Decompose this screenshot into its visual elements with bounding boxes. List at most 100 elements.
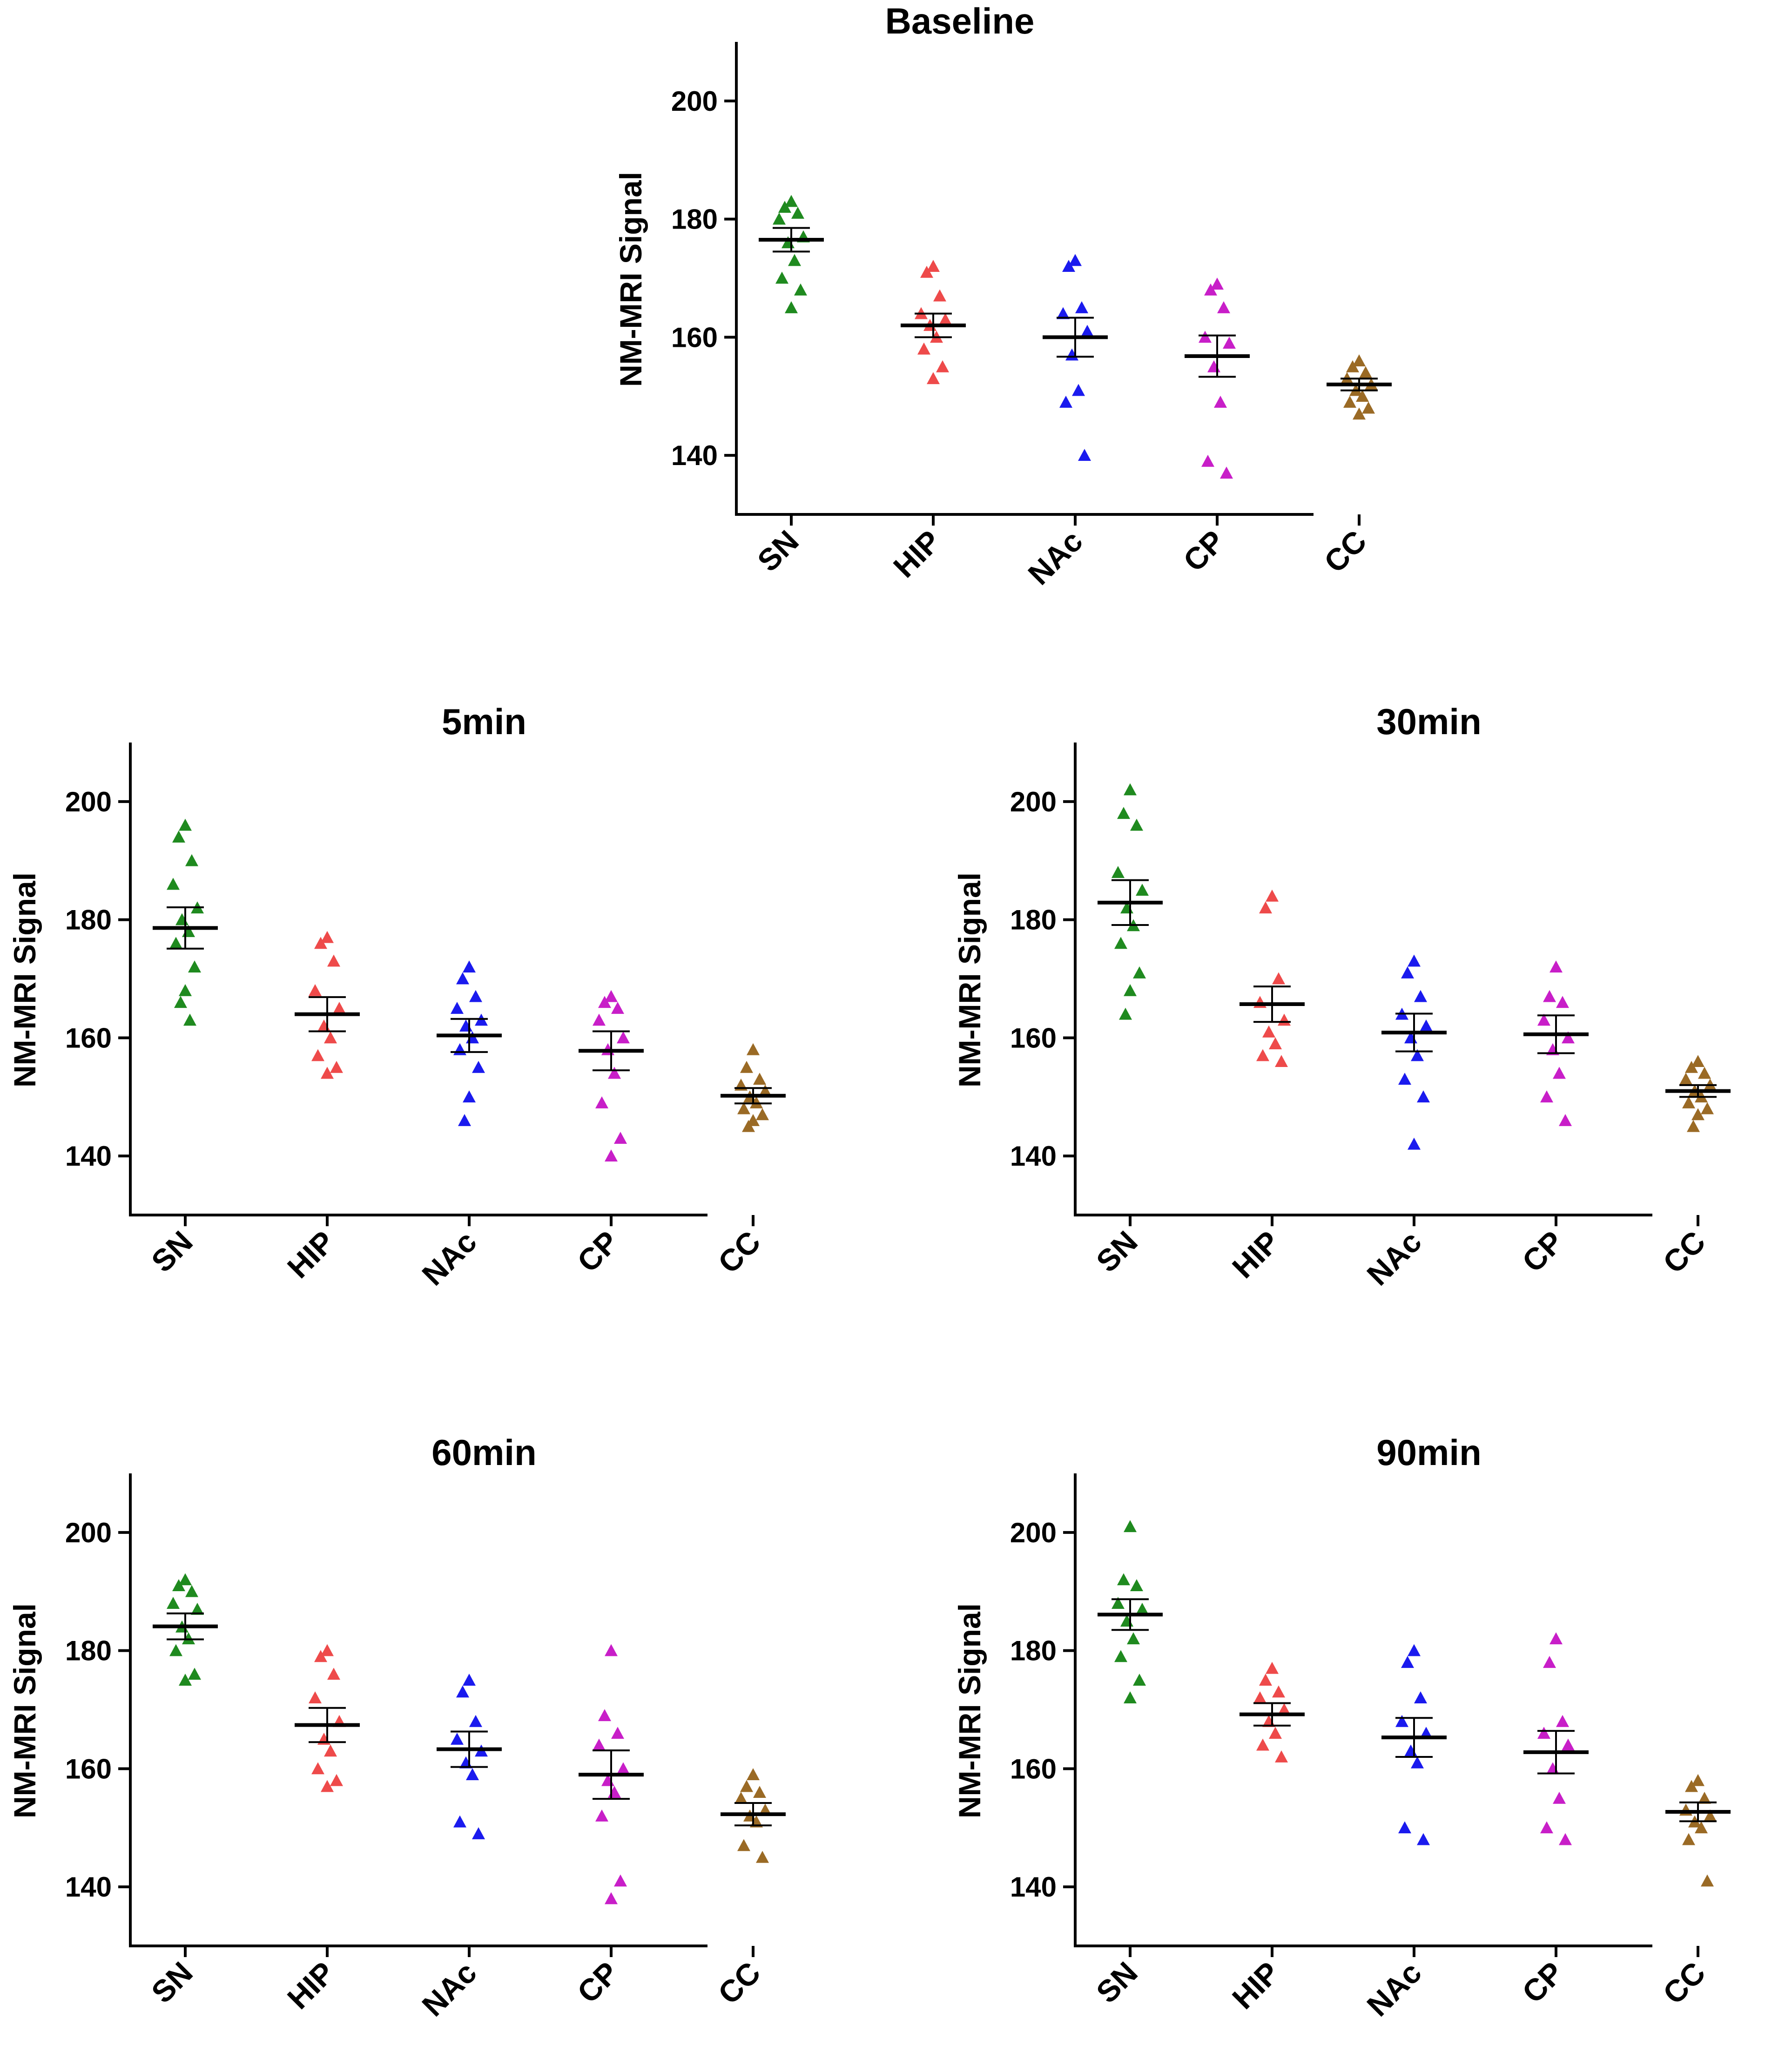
data-point-nac	[466, 1031, 479, 1044]
data-point-cp	[614, 1132, 627, 1144]
y-tick-label: 140	[671, 440, 718, 471]
data-point-sn	[1136, 1602, 1149, 1615]
data-point-hip	[1278, 1703, 1291, 1715]
data-point-nac	[456, 1685, 469, 1698]
panel-5min: 5min NM-MRI Signal 140 160 180 200 SN HIP NAc C…	[7, 701, 786, 1292]
data-point-cc	[1679, 1803, 1692, 1816]
y-tick-label: 160	[65, 1753, 112, 1784]
data-point-hip	[917, 342, 930, 355]
y-tick-label: 160	[65, 1022, 112, 1053]
data-point-sn	[183, 1013, 196, 1026]
data-point-cc	[742, 1120, 755, 1132]
x-tick-label-cc: CC	[1317, 524, 1373, 580]
x-tick-label-hip: HIP	[281, 1224, 341, 1285]
data-point-cc	[750, 1096, 763, 1108]
data-point-hip	[1266, 1661, 1279, 1674]
data-point-nac	[453, 1043, 466, 1055]
data-point-hip	[324, 1031, 337, 1044]
data-point-cp	[593, 1738, 606, 1751]
x-tick-label-cp: CP	[1516, 1955, 1570, 2010]
x-tick-label-cp: CP	[571, 1955, 625, 2010]
data-point-nac	[1401, 966, 1414, 979]
data-point-sn	[175, 913, 189, 925]
data-point-nac	[1398, 1821, 1411, 1834]
data-point-nac	[1414, 1691, 1427, 1704]
data-point-sn	[1112, 866, 1125, 878]
y-tick-label: 200	[1010, 1517, 1057, 1548]
y-tick-label: 200	[65, 1517, 112, 1548]
data-point-sn	[172, 1579, 185, 1591]
data-point-hip	[327, 954, 340, 967]
y-tick-label: 140	[65, 1871, 112, 1903]
data-point-cp	[1556, 996, 1569, 1008]
data-point-sn	[179, 984, 192, 996]
data-point-cp	[1540, 1821, 1553, 1834]
data-point-cc	[737, 1839, 750, 1851]
data-point-cc	[756, 1108, 769, 1121]
data-point-sn	[182, 1632, 195, 1645]
data-point-sn	[1130, 1579, 1143, 1591]
data-point-cc	[1685, 1060, 1698, 1073]
data-point-cc	[1687, 1120, 1700, 1132]
data-point-nac	[1398, 1073, 1411, 1085]
data-point-cp	[1201, 454, 1214, 467]
data-point-sn	[1124, 1691, 1137, 1704]
data-point-cc	[1685, 1780, 1698, 1792]
data-point-cp	[614, 1874, 627, 1887]
x-tick-label-sn: SN	[145, 1955, 199, 2010]
data-point-hip	[1253, 1691, 1267, 1704]
data-point-cc	[1698, 1067, 1711, 1079]
data-point-hip	[309, 1691, 322, 1704]
y-tick-label: 200	[65, 786, 112, 817]
data-point-cc	[1704, 1809, 1717, 1822]
data-point-cp	[1537, 1013, 1550, 1026]
data-point-hip	[1253, 996, 1267, 1008]
data-point-sn	[1130, 818, 1143, 831]
data-point-hip	[1278, 1013, 1291, 1026]
data-point-sn	[1117, 1573, 1130, 1586]
data-point-cp	[1562, 1031, 1575, 1044]
data-point-hip	[321, 1067, 334, 1079]
y-axis-label: NM-MRI Signal	[613, 172, 648, 387]
data-point-sn	[1119, 1007, 1132, 1020]
data-point-sn	[179, 1674, 192, 1686]
panel-60min: 60min NM-MRI Signal 140 160 180 200 SN HIP NAc…	[7, 1432, 786, 2023]
data-point-cp	[1543, 1656, 1556, 1668]
data-point-cc	[1701, 1874, 1714, 1887]
data-point-cp	[617, 1031, 630, 1044]
y-tick-label: 180	[1010, 1635, 1057, 1667]
data-point-hip	[317, 1020, 330, 1032]
x-tick-label-nac: NAc	[415, 1224, 483, 1292]
data-point-cp	[611, 1001, 624, 1014]
data-point-cp	[595, 1809, 608, 1822]
x-tick-label-hip: HIP	[887, 524, 947, 584]
data-point-sn	[191, 1602, 204, 1615]
data-point-hip	[330, 1060, 343, 1073]
data-point-cp	[1556, 1715, 1569, 1727]
data-point-cc	[1682, 1833, 1695, 1845]
data-point-cp	[1553, 1791, 1566, 1804]
data-point-cp	[1220, 466, 1233, 479]
data-point-nac	[451, 1732, 464, 1745]
data-point-hip	[1275, 1750, 1288, 1762]
data-point-hip	[1269, 1037, 1282, 1049]
data-point-hip	[314, 1650, 327, 1662]
data-point-nac	[1081, 324, 1094, 337]
data-point-hip	[1269, 1727, 1282, 1739]
data-point-sn	[1124, 984, 1137, 996]
data-point-cc	[1691, 1108, 1704, 1121]
y-tick-label: 140	[65, 1141, 112, 1172]
data-point-hip	[309, 984, 322, 996]
panel-title: 30min	[1376, 701, 1481, 742]
data-point-sn	[1114, 937, 1127, 949]
data-point-nac	[1059, 395, 1072, 408]
y-tick-label: 180	[671, 204, 718, 235]
data-point-nac	[1408, 954, 1421, 967]
data-point-cc	[1346, 360, 1359, 372]
data-point-nac	[1414, 990, 1427, 1002]
data-point-hip	[311, 1049, 324, 1061]
data-point-sn	[172, 831, 185, 843]
data-point-sn	[1117, 807, 1130, 819]
y-tick-label: 140	[1010, 1141, 1057, 1172]
